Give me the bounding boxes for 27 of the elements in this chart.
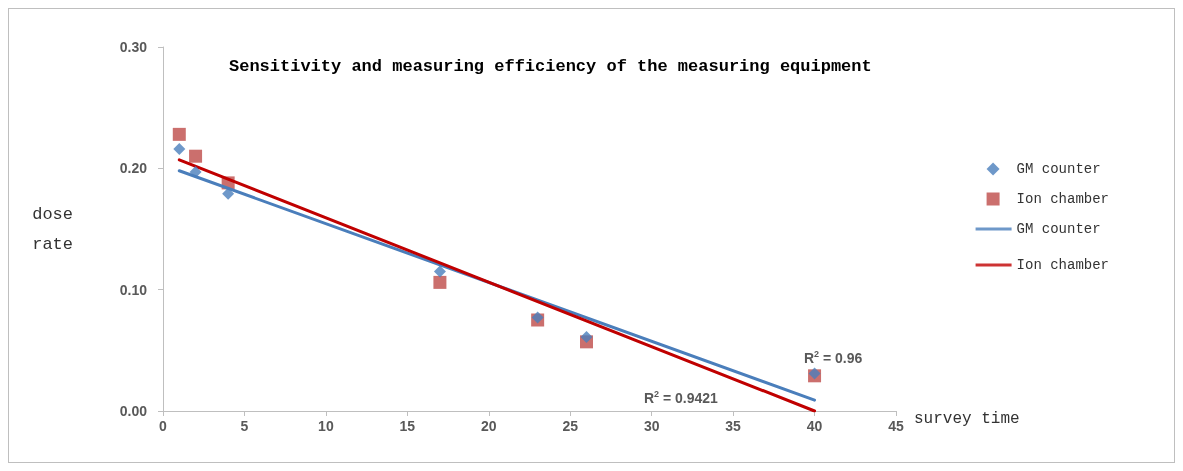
point	[433, 265, 446, 278]
legend-label: GM counter	[1016, 221, 1101, 237]
x-tick-label: 25	[562, 418, 579, 434]
legend-label: Ion chamber	[1016, 257, 1110, 273]
text: Sensitivity and measuring efficiency of the measuring equipment	[229, 57, 872, 76]
point	[189, 149, 203, 163]
x-tick-label: 0	[159, 418, 168, 434]
x-tick-label: 10	[318, 418, 334, 434]
legend-label: Ion chamber	[1016, 191, 1110, 207]
x-tick-label: 45	[888, 418, 904, 434]
point	[173, 142, 186, 155]
y-axis-title: dose rate	[32, 204, 73, 254]
x-tick-label: 15	[399, 418, 416, 434]
x-tick-label: 5	[240, 418, 249, 434]
point	[172, 127, 186, 141]
x-tick-label: 35	[725, 418, 742, 434]
point	[580, 330, 593, 343]
x-axis-title: survey time	[914, 410, 1020, 428]
x-tick-label: 40	[806, 418, 823, 434]
legend-label: GM counter	[1016, 161, 1101, 177]
y-tick-label: 0.10	[119, 281, 148, 298]
x-tick-label: 30	[643, 418, 660, 434]
y-tick-label: 0.30	[119, 39, 148, 55]
y-tick-label: 0.00	[119, 403, 148, 419]
x-tick-label: 20	[480, 418, 497, 434]
y-tick-label: 0.20	[119, 160, 148, 177]
point	[433, 275, 447, 289]
